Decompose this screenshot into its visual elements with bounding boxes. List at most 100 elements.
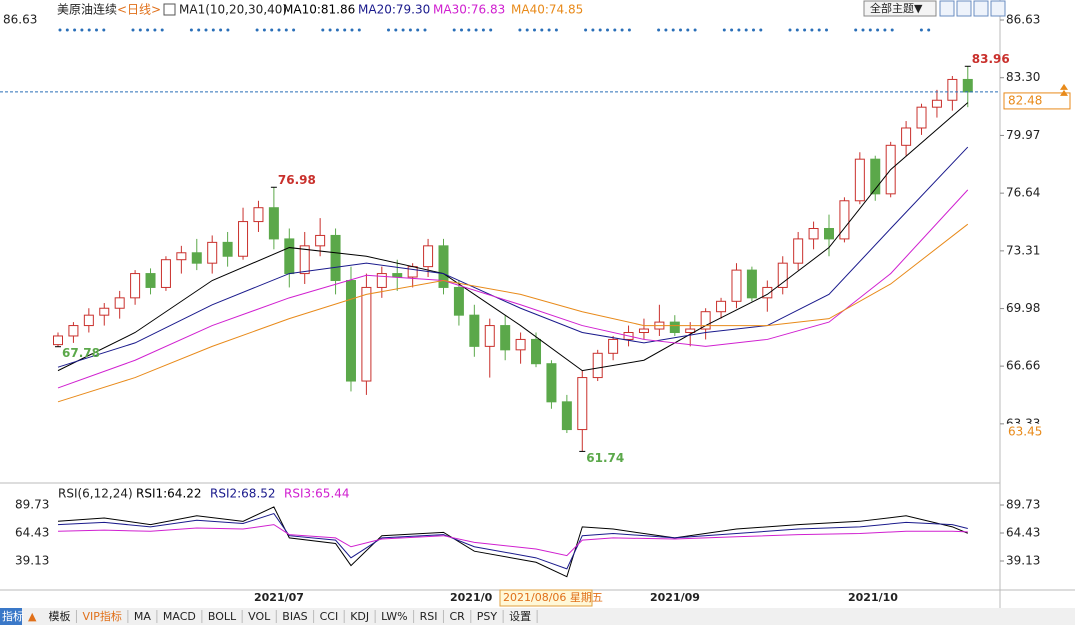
marker-dot <box>817 28 821 32</box>
marker-dot <box>759 28 763 32</box>
tool-button[interactable] <box>990 0 1006 17</box>
marker-dot <box>788 28 792 32</box>
legend-entry: MA40:74.85 <box>511 3 583 17</box>
tab[interactable]: RSI <box>420 610 438 623</box>
rsi-tick-label: 89.73 <box>1006 498 1040 512</box>
marker-dot <box>518 28 522 32</box>
tab[interactable]: 指标 <box>2 609 24 623</box>
candle-body <box>299 245 310 275</box>
legend-entry: MA30:76.83 <box>433 3 505 17</box>
tab[interactable]: 模板 <box>48 609 70 623</box>
marker-dot <box>226 28 230 32</box>
marker-dot <box>481 28 485 32</box>
tool-button[interactable] <box>973 0 989 17</box>
candle-body <box>808 228 819 240</box>
candle-body <box>515 338 526 351</box>
marker-dot <box>919 28 923 32</box>
candle-body <box>469 314 480 347</box>
marker-dot <box>861 28 865 32</box>
candle-body <box>376 273 387 288</box>
tab[interactable]: MA <box>134 610 151 623</box>
candle-body <box>839 200 850 240</box>
marker-dot <box>620 28 624 32</box>
marker-dot <box>876 28 880 32</box>
marker-dot <box>58 28 62 32</box>
candle-body <box>423 245 434 268</box>
marker-dot <box>401 28 405 32</box>
marker-dot <box>540 28 544 32</box>
marker-dot <box>627 28 631 32</box>
tab[interactable]: KDJ <box>350 610 369 623</box>
crosshair-label: 2021/08/06 星期五 <box>503 591 603 604</box>
tab[interactable]: BIAS <box>282 610 307 623</box>
marker-dot <box>350 28 354 32</box>
candle-body <box>777 262 788 288</box>
y-tick-label: 66.66 <box>1006 359 1040 373</box>
marker-dot <box>825 28 828 32</box>
theme-button-label[interactable]: 全部主题▼ <box>870 1 923 15</box>
tool-button[interactable] <box>956 0 972 17</box>
marker-dot <box>679 28 682 32</box>
candle-body <box>330 234 341 282</box>
rsi-left-tick-label: 89.73 <box>15 498 49 512</box>
marker-dot <box>664 28 668 32</box>
period: <日线> <box>117 3 161 17</box>
icon[interactable] <box>163 3 176 16</box>
marker-dot <box>416 28 420 32</box>
tab[interactable]: 设置 <box>509 610 531 623</box>
tab[interactable]: VOL <box>248 610 271 623</box>
tab[interactable]: CR <box>449 610 465 623</box>
marker-dot <box>284 28 288 32</box>
rsi-line <box>57 506 968 578</box>
y-tick-label: 73.31 <box>1006 243 1040 257</box>
marker-dot <box>343 28 347 32</box>
ma-line <box>57 223 969 403</box>
tab[interactable]: MACD <box>163 610 196 623</box>
marker-dot <box>387 28 390 32</box>
tab[interactable]: LW% <box>381 610 407 623</box>
marker-dot <box>408 28 412 32</box>
candle-body <box>361 286 372 382</box>
last-price-arrow <box>1060 83 1068 96</box>
x-axis-label: 2021/10 <box>848 591 898 604</box>
rsi-tick-label: 39.13 <box>1006 554 1040 568</box>
marker-dot <box>270 28 274 32</box>
candle-body <box>99 307 110 316</box>
x-axis-label: 2021/07 <box>254 591 304 604</box>
ma-title: MA1(10,20,30,40) <box>179 3 287 17</box>
rsi-legend-entry: RSI2:68.52 <box>210 487 276 501</box>
marker-dot <box>262 28 266 32</box>
tab[interactable]: VIP指标 <box>82 609 121 623</box>
marker-dot <box>65 28 69 32</box>
tab[interactable]: PSY <box>477 610 498 623</box>
theme-button[interactable] <box>863 0 937 17</box>
marker-dot <box>810 28 814 32</box>
marker-dot <box>890 28 894 32</box>
candle-body <box>130 273 141 299</box>
marker-dot <box>460 28 463 32</box>
marker-dot <box>693 28 697 32</box>
marker-dot <box>584 28 588 32</box>
marker-dot <box>328 28 332 32</box>
marker-dot <box>131 28 135 32</box>
marker-dot <box>467 28 471 32</box>
ma-line <box>57 146 969 368</box>
candle-body <box>176 252 187 261</box>
rsi-left-tick-label: 39.13 <box>15 554 49 568</box>
candle-body <box>669 321 680 334</box>
candle-body <box>854 158 865 202</box>
tool-button[interactable] <box>939 0 955 17</box>
rsi-legend-entry: RSI1:64.22 <box>136 487 202 501</box>
candle-body <box>962 78 973 93</box>
candle-body <box>931 99 942 108</box>
tab-active[interactable] <box>0 608 22 625</box>
tab[interactable]: ▲ <box>28 610 37 623</box>
tab[interactable]: BOLL <box>208 610 237 623</box>
marker-dot <box>102 28 106 32</box>
marker-dot <box>335 28 339 32</box>
candle-body <box>191 252 202 264</box>
tab[interactable]: CCI <box>320 610 339 623</box>
marker-dot <box>927 28 931 32</box>
